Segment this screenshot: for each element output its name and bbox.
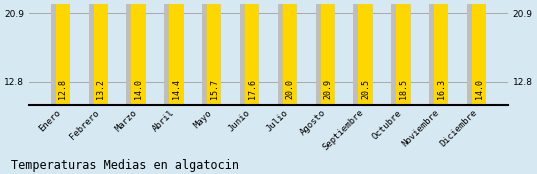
Bar — [321, 0, 335, 105]
Bar — [391, 0, 405, 105]
Bar — [472, 0, 486, 105]
Bar — [467, 0, 481, 105]
Bar — [132, 0, 146, 105]
Text: 14.4: 14.4 — [172, 78, 181, 98]
Bar — [240, 0, 255, 105]
Bar — [353, 0, 368, 105]
Bar — [358, 0, 373, 105]
Bar — [207, 0, 221, 105]
Bar — [56, 0, 70, 105]
Bar — [434, 0, 448, 105]
Bar — [282, 0, 297, 105]
Text: Temperaturas Medias en algatocin: Temperaturas Medias en algatocin — [11, 159, 239, 172]
Text: 14.0: 14.0 — [475, 78, 483, 98]
Text: 20.5: 20.5 — [361, 78, 370, 98]
Text: 12.8: 12.8 — [59, 78, 68, 98]
Text: 17.6: 17.6 — [248, 78, 257, 98]
Bar — [169, 0, 184, 105]
Bar — [396, 0, 411, 105]
Text: 15.7: 15.7 — [210, 78, 219, 98]
Bar — [89, 0, 103, 105]
Text: 18.5: 18.5 — [399, 78, 408, 98]
Text: 16.3: 16.3 — [437, 78, 446, 98]
Bar — [202, 0, 216, 105]
Text: 20.9: 20.9 — [323, 78, 332, 98]
Bar — [245, 0, 259, 105]
Bar — [429, 0, 444, 105]
Bar — [316, 0, 330, 105]
Bar — [164, 0, 179, 105]
Text: 20.0: 20.0 — [285, 78, 294, 98]
Text: 14.0: 14.0 — [134, 78, 143, 98]
Bar — [51, 0, 65, 105]
Bar — [126, 0, 141, 105]
Bar — [93, 0, 108, 105]
Bar — [278, 0, 292, 105]
Text: 13.2: 13.2 — [96, 78, 105, 98]
